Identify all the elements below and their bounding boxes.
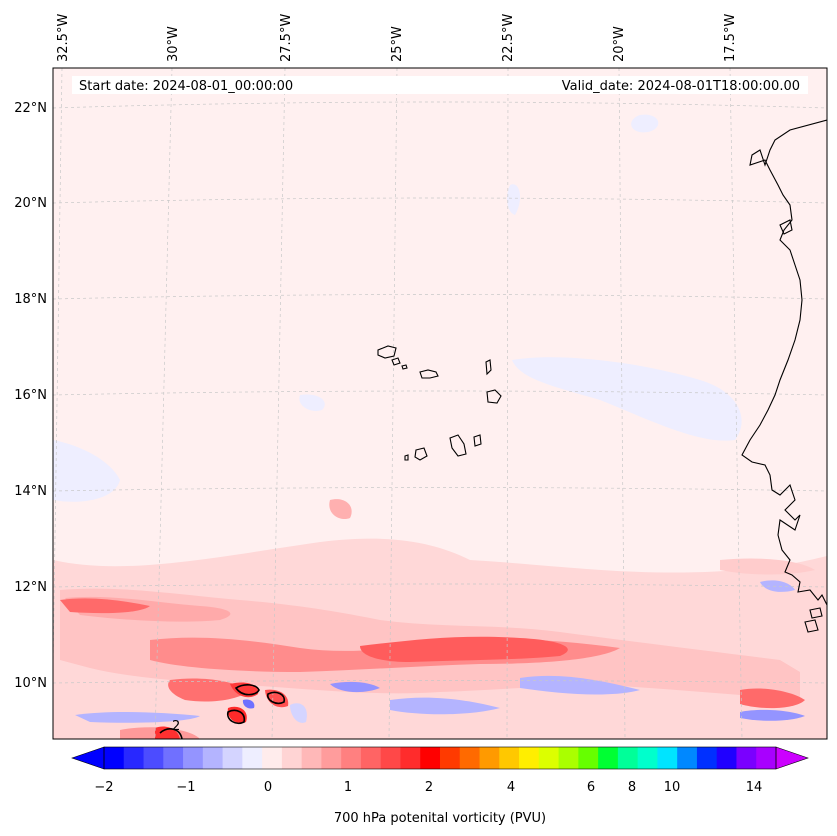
colorbar-cell: [143, 747, 164, 769]
colorbar-tick-label: 0: [264, 780, 272, 795]
colorbar-cell: [123, 747, 145, 769]
colorbar-cell: [202, 747, 224, 769]
colorbar-tick-label: 8: [628, 780, 636, 795]
lat-label: 12°N: [14, 580, 47, 595]
longitude-labels: 32.5°W 30°W 27.5°W 25°W 22.5°W 20°W 17.5…: [56, 14, 738, 62]
colorbar-cell: [301, 747, 323, 769]
map-frame: [52, 67, 828, 740]
coastlines: [377, 119, 827, 633]
header-bar: [72, 76, 808, 94]
colorbar-cell: [321, 747, 342, 769]
colorbar-cell: [736, 747, 757, 769]
colorbar-cell: [242, 747, 263, 769]
lat-label: 14°N: [14, 484, 47, 499]
colorbar-cell: [677, 747, 698, 769]
colorbar-cell: [756, 747, 777, 769]
lon-label: 20°W: [612, 26, 627, 62]
colorbar-cell: [341, 747, 362, 769]
colorbar-over-arrow: [775, 746, 809, 770]
graticule: [53, 68, 827, 739]
colorbar-tick-label: 4: [507, 780, 515, 795]
colorbar-ticks: −2 −1 0 1 2 4 6 8 10 14: [94, 780, 762, 795]
colorbar: −2 −1 0 1 2 4 6 8 10 14 700 hPa potenita…: [71, 746, 809, 826]
colorbar-tick-label: 10: [664, 780, 681, 795]
colorbar-tick-label: 6: [587, 780, 595, 795]
lat-label: 22°N: [14, 101, 47, 116]
colorbar-cell: [360, 747, 382, 769]
colorbar-frame: [103, 746, 777, 770]
colorbar-cell: [499, 747, 520, 769]
lon-label: 22.5°W: [501, 14, 516, 62]
colorbar-cell: [163, 747, 184, 769]
lat-label: 10°N: [14, 676, 47, 691]
negative-pv-streaks: [75, 580, 805, 723]
colorbar-tick-label: −2: [94, 780, 113, 795]
lon-label: 27.5°W: [279, 14, 294, 62]
colorbar-cell: [420, 747, 441, 769]
colorbar-cell: [519, 747, 540, 769]
colorbar-cell: [716, 747, 738, 769]
start-date-label: Start date: 2024-08-01_00:00:00: [79, 79, 293, 94]
colorbar-cell: [558, 747, 579, 769]
colorbar-cell: [696, 747, 718, 769]
contour-label: 2: [172, 719, 180, 734]
colorbar-cell: [262, 747, 283, 769]
colorbar-cell: [479, 747, 500, 769]
colorbar-cell: [440, 747, 461, 769]
lon-label: 17.5°W: [723, 14, 738, 62]
colorbar-cell: [183, 747, 204, 769]
pv-contours: [159, 684, 286, 739]
valid-date-label: Valid_date: 2024-08-01T18:00:00.00: [562, 79, 800, 94]
colorbar-tick-label: 14: [746, 780, 763, 795]
lat-label: 20°N: [14, 196, 47, 211]
colorbar-tick-label: 1: [344, 780, 352, 795]
colorbar-cell: [637, 747, 659, 769]
colorbar-label: 700 hPa potenital vorticity (PVU): [334, 811, 546, 826]
colorbar-cell: [617, 747, 639, 769]
colorbar-cell: [578, 747, 599, 769]
colorbar-cell: [459, 747, 481, 769]
colorbar-cell: [380, 747, 402, 769]
lat-label: 18°N: [14, 292, 47, 307]
lon-label: 30°W: [166, 26, 181, 62]
lat-label: 16°N: [14, 388, 47, 403]
negative-pv-shading: [53, 114, 742, 502]
map-panel: [53, 68, 827, 739]
colorbar-cell: [538, 747, 560, 769]
colorbar-cell: [222, 747, 243, 769]
colorbar-under-arrow: [71, 746, 105, 770]
latitude-labels: 22°N 20°N 18°N 16°N 14°N 12°N 10°N: [14, 101, 47, 691]
colorbar-tick-label: −1: [176, 780, 195, 795]
colorbar-tick-label: 2: [425, 780, 433, 795]
colorbar-cell: [400, 747, 421, 769]
colorbar-cell: [657, 747, 678, 769]
colorbar-cell: [281, 747, 303, 769]
colorbar-cell: [598, 747, 619, 769]
lon-label: 32.5°W: [56, 14, 71, 62]
colorbar-cells: [104, 747, 777, 769]
lon-label: 25°W: [390, 26, 405, 62]
colorbar-cell: [104, 747, 125, 769]
